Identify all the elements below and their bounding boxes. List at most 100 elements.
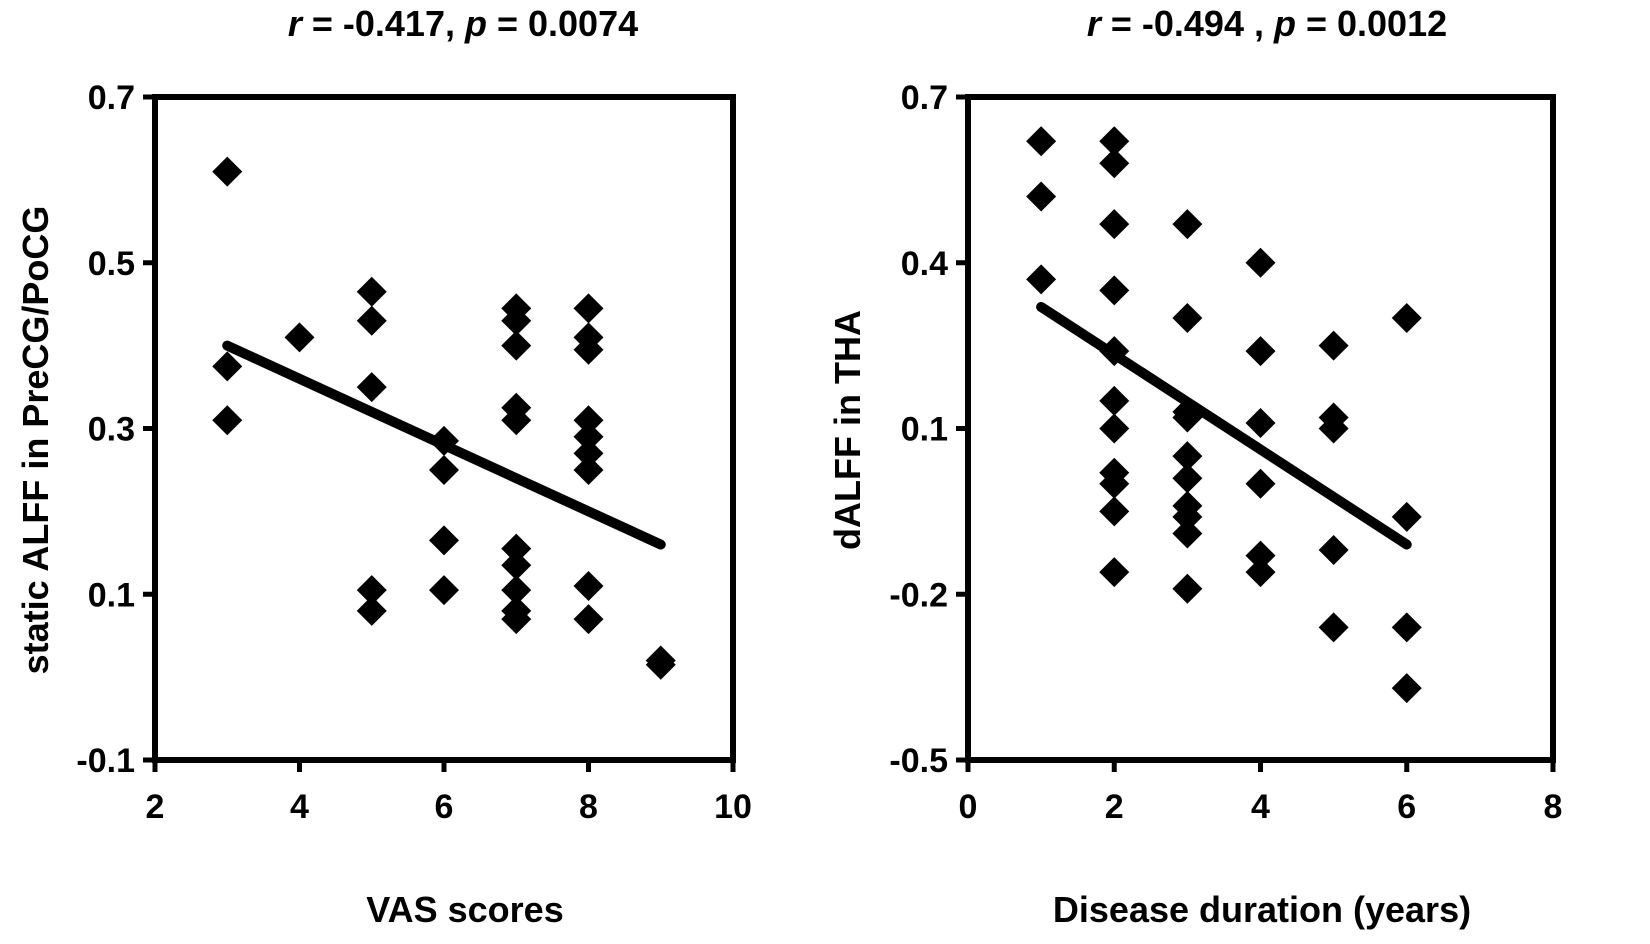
right-data-point	[1026, 181, 1057, 212]
right-y-tick-label: -0.5	[889, 742, 948, 780]
right-data-point	[1099, 126, 1130, 157]
right-data-point	[1026, 126, 1057, 157]
left-data-point	[573, 604, 604, 635]
left-y-tick-label: 0.7	[88, 79, 135, 117]
right-data-point	[1391, 303, 1422, 333]
left-title-p-symbol: p	[464, 3, 487, 44]
right-x-tick-label: 2	[1105, 788, 1124, 826]
right-title-r-value: = -0.494 ,	[1101, 3, 1274, 44]
right-data-point	[1245, 540, 1276, 571]
right-data-point	[1172, 303, 1203, 333]
right-data-point	[1245, 336, 1276, 367]
left-data-point	[429, 454, 459, 485]
left-x-tick-label: 2	[146, 788, 165, 826]
left-y-axis-label: static ALFF in PreCG/PoCG	[15, 206, 56, 675]
right-x-tick-label: 6	[1397, 788, 1416, 826]
left-chart-title: r = -0.417, p = 0.0074	[288, 3, 638, 44]
right-data-point	[1172, 463, 1203, 494]
left-data-point	[284, 322, 315, 353]
left-data-point	[501, 604, 532, 635]
left-y-tick-label: 0.5	[88, 245, 135, 283]
left-data-point	[501, 550, 532, 581]
right-y-tick-label: -0.2	[889, 576, 948, 614]
right-title-p-symbol: p	[1273, 3, 1296, 44]
left-x-tick-label: 6	[435, 788, 454, 826]
right-data-point	[1172, 501, 1203, 532]
left-data-point	[356, 305, 387, 336]
right-data-point	[1318, 413, 1349, 444]
right-regression-line	[1036, 301, 1412, 550]
left-x-axis-label: VAS scores	[366, 889, 563, 930]
left-data-point	[501, 575, 532, 606]
right-x-tick-label: 8	[1544, 788, 1563, 826]
left-data-point	[573, 438, 604, 469]
right-scatter-panel: r = -0.494 , p = 0.0012 -0.5 -0.2 0.1 0.4 0.…	[827, 3, 1562, 930]
left-data-point	[573, 421, 604, 452]
left-data-point	[212, 351, 243, 382]
left-x-tick-label: 8	[579, 788, 598, 826]
left-data-point	[573, 293, 604, 324]
right-x-tick-label: 0	[959, 788, 978, 826]
left-x-tick-label: 4	[290, 788, 309, 826]
right-chart-title: r = -0.494 , p = 0.0012	[1087, 3, 1447, 44]
right-x-tick-label: 4	[1251, 788, 1270, 826]
left-title-p-value: = 0.0074	[487, 3, 638, 44]
right-x-axis-label: Disease duration (years)	[1053, 889, 1471, 930]
right-data-point	[1318, 612, 1349, 643]
right-data-point	[1099, 413, 1130, 444]
right-data-point	[1099, 209, 1130, 240]
left-data-point	[356, 575, 387, 606]
right-data-point	[1172, 518, 1203, 549]
left-title-r-symbol: r	[288, 3, 304, 44]
left-data-point	[212, 156, 243, 187]
right-title-p-value: = 0.0012	[1296, 3, 1447, 44]
left-data-point	[356, 595, 387, 626]
left-data-point	[645, 649, 676, 680]
right-y-tick-label: 0.7	[901, 79, 948, 117]
left-data-point	[573, 405, 604, 436]
left-data-point	[501, 330, 532, 361]
right-data-point	[1099, 148, 1130, 179]
right-data-point	[1391, 501, 1422, 532]
left-data-point	[356, 276, 387, 307]
left-data-point	[429, 575, 459, 606]
right-data-point	[1245, 407, 1276, 438]
left-y-tick-label: 0.3	[88, 411, 135, 449]
right-data-point	[1099, 275, 1130, 306]
left-data-point	[501, 533, 532, 564]
right-data-point	[1391, 673, 1422, 704]
right-data-point	[1318, 535, 1349, 566]
left-scatter-panel: r = -0.417, p = 0.0074 -0.10.10.30.50.7 …	[15, 3, 752, 930]
left-data-point	[356, 372, 387, 403]
left-title-r-value: = -0.417,	[302, 3, 465, 44]
right-data-point	[1245, 247, 1276, 278]
right-data-point	[1099, 468, 1130, 499]
right-data-point	[1099, 385, 1130, 416]
right-data-point	[1099, 496, 1130, 527]
left-data-point	[573, 334, 604, 365]
right-data-point	[1391, 612, 1422, 643]
left-data-point	[212, 405, 243, 436]
right-data-point	[1172, 441, 1203, 472]
right-data-point	[1172, 573, 1203, 604]
right-data-point	[1099, 557, 1130, 588]
left-regression-line	[222, 340, 666, 550]
right-y-tick-label: 0.4	[901, 245, 948, 283]
right-data-point	[1318, 330, 1349, 361]
left-y-tick-label: 0.1	[88, 576, 135, 614]
right-data-point	[1245, 557, 1276, 588]
right-data-point	[1245, 468, 1276, 499]
left-data-point	[501, 405, 532, 436]
left-data-point	[429, 525, 459, 556]
right-y-tick-label: 0.1	[901, 411, 948, 449]
right-data-point	[1026, 264, 1057, 295]
left-data-point	[501, 305, 532, 336]
right-title-r-symbol: r	[1087, 3, 1103, 44]
left-x-tick-label: 10	[714, 788, 752, 826]
left-y-tick-label: -0.1	[76, 742, 135, 780]
right-data-point	[1172, 209, 1203, 240]
left-data-point	[573, 454, 604, 485]
right-y-axis-label: dALFF in THA	[827, 310, 868, 550]
left-data-point	[573, 570, 604, 601]
